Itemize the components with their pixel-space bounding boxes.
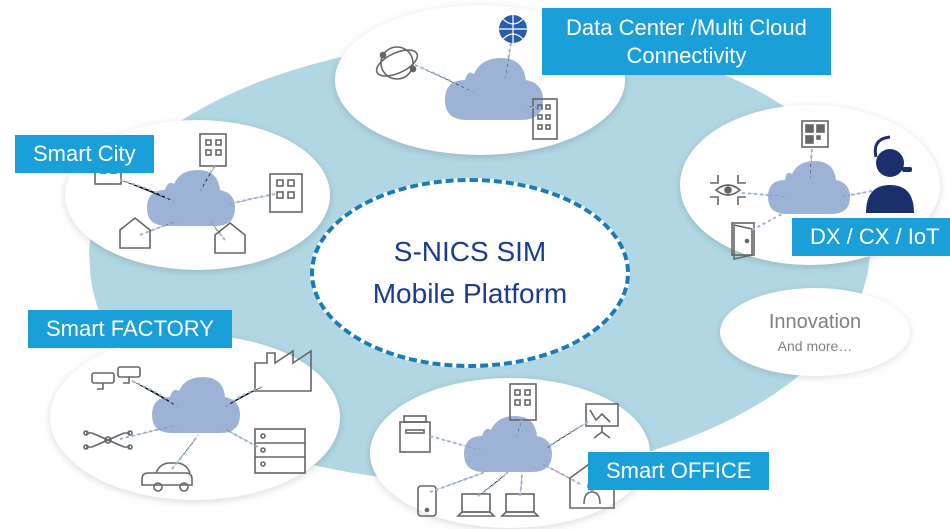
globe-icon bbox=[499, 15, 527, 43]
cloud-icon bbox=[464, 416, 552, 472]
innovation-more: And more… bbox=[778, 338, 853, 354]
center-platform-oval: S-NICS SIM Mobile Platform bbox=[310, 178, 630, 368]
innovation-title: Innovation bbox=[769, 311, 861, 334]
cloud-icon bbox=[768, 161, 850, 214]
cloud-icon bbox=[445, 58, 543, 120]
label-smart-office: Smart OFFICE bbox=[588, 452, 769, 490]
center-line-1: S-NICS SIM bbox=[394, 231, 546, 273]
node-innovation: Innovation And more… bbox=[720, 288, 910, 376]
cloud-icon bbox=[152, 377, 240, 433]
center-line-2: Mobile Platform bbox=[373, 273, 568, 315]
label-dx-cx-iot: DX / CX / IoT bbox=[792, 218, 950, 256]
label-data-center: Data Center /Multi Cloud Connectivity bbox=[542, 8, 831, 75]
cloud-icon bbox=[147, 170, 235, 226]
agent-icon bbox=[866, 137, 914, 213]
label-smart-city: Smart City bbox=[15, 135, 154, 173]
node-smart-factory bbox=[50, 335, 340, 500]
label-smart-factory: Smart FACTORY bbox=[28, 310, 232, 348]
